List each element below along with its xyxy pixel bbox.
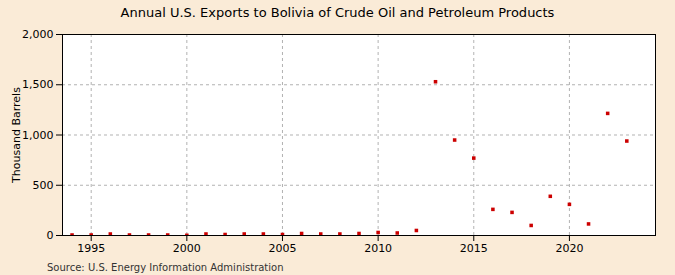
svg-text:2015: 2015 [460,242,488,255]
svg-text:2,000: 2,000 [22,28,54,41]
svg-text:2020: 2020 [555,242,583,255]
svg-text:Thousand Barrels: Thousand Barrels [10,87,23,184]
svg-text:1,500: 1,500 [22,78,54,91]
svg-text:0: 0 [47,229,54,242]
html-text:Source: U.S. Energy Informatio: Source: U.S. Energy Information Administ… [47,262,284,273]
svg-text:2010: 2010 [364,242,392,255]
svg-text:2005: 2005 [268,242,296,255]
svg-text:2000: 2000 [173,242,201,255]
svg-text:1,000: 1,000 [22,129,54,142]
svg-text:1995: 1995 [77,242,105,255]
html-text:Annual U.S. Exports to Bolivia: Annual U.S. Exports to Bolivia of Crude … [120,5,555,20]
svg-text:500: 500 [33,179,54,192]
